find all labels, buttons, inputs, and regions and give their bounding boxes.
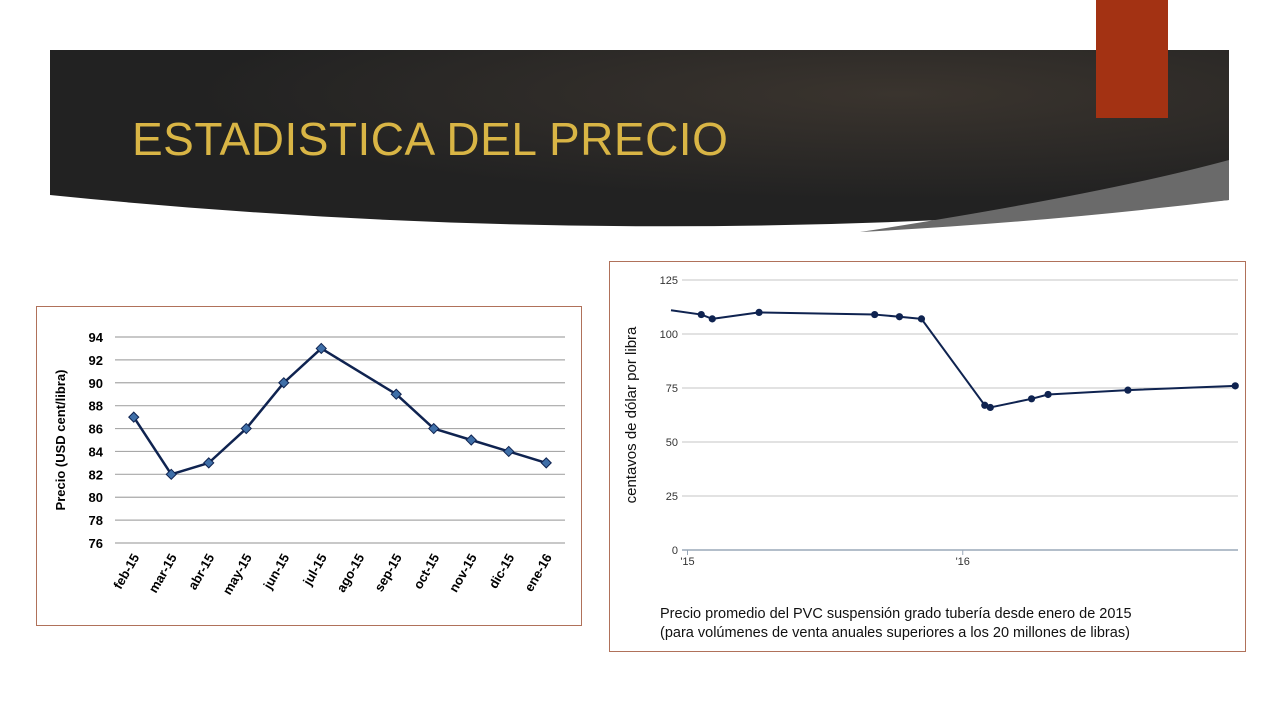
y-tick-label: 78: [89, 513, 103, 528]
x-tick-label: abr-15: [185, 551, 218, 592]
y-tick-label: 84: [89, 444, 104, 459]
y-tick-label: 76: [89, 536, 103, 551]
data-point: [986, 403, 994, 412]
data-point: [240, 422, 252, 435]
y-tick-label: 90: [89, 376, 103, 391]
y-tick-label: 25: [666, 491, 678, 503]
data-point: [503, 445, 515, 458]
chart-caption: Precio promedio del PVC suspensión grado…: [660, 606, 1132, 622]
y-tick-label: 88: [89, 399, 103, 414]
y-axis-label: centavos de dólar por libra: [623, 326, 640, 503]
data-point: [203, 457, 215, 469]
data-point: [871, 310, 879, 319]
series-line: [670, 309, 1236, 409]
y-tick-label: 82: [89, 467, 103, 482]
x-tick-label: may-15: [219, 551, 254, 597]
y-tick-label: 100: [660, 329, 678, 341]
monthly-price-chart-svg: 76 78 80 82 84 86 88 90 92 94 Precio (USD cent/lib…: [53, 330, 565, 597]
x-tick-label: ago-15: [333, 551, 367, 595]
y-tick-label: 80: [89, 490, 103, 505]
data-point: [540, 457, 552, 469]
data-point: [981, 401, 989, 409]
x-tick-label: dic-15: [486, 551, 518, 591]
accent-tab: [1096, 0, 1168, 118]
y-tick-label: 86: [89, 422, 103, 437]
data-point: [895, 313, 904, 321]
x-tick-label: ene-16: [521, 551, 555, 594]
data-point: [465, 434, 477, 446]
x-tick-label: nov-15: [446, 551, 480, 595]
y-tick-label: 75: [666, 383, 678, 395]
page-title: ESTADISTICA DEL PRECIO: [132, 113, 729, 165]
chart-caption: (para volúmenes de venta anuales superio…: [660, 625, 1130, 641]
data-point: [697, 310, 705, 319]
pvc-price-chart: 0 25 50 75 100 125 '15 '16 centavos de dólar por…: [609, 261, 1246, 652]
data-point: [128, 411, 140, 423]
y-tick-label: 92: [89, 353, 103, 368]
y-tick-label: 50: [666, 437, 678, 449]
data-point: [1044, 390, 1052, 399]
monthly-price-chart: 76 78 80 82 84 86 88 90 92 94 Precio (USD cent/lib…: [36, 306, 582, 626]
data-point: [278, 377, 290, 389]
y-tick-label: 94: [89, 330, 104, 345]
data-point: [1231, 382, 1239, 390]
x-tick-label: '16: [956, 556, 970, 568]
x-tick-label: feb-15: [110, 551, 142, 592]
data-point: [390, 388, 402, 400]
data-point: [1027, 395, 1036, 403]
y-axis-label: Precio (USD cent/libra): [53, 370, 68, 511]
pvc-price-chart-svg: 0 25 50 75 100 125 '15 '16 centavos de dólar por…: [623, 275, 1239, 641]
x-tick-label: jul-15: [299, 551, 329, 589]
x-tick-label: jun-15: [260, 551, 293, 593]
data-point: [708, 315, 716, 323]
x-tick-label: '15: [680, 556, 694, 568]
y-tick-label: 0: [672, 545, 678, 557]
data-point: [315, 342, 327, 355]
x-tick-label: sep-15: [371, 551, 405, 594]
x-tick-label: mar-15: [146, 551, 180, 595]
data-point: [1124, 386, 1132, 394]
y-tick-label: 125: [660, 275, 678, 287]
banner-swoosh: [860, 160, 1229, 232]
series-line: [132, 347, 547, 476]
banner-shape: [50, 50, 1229, 227]
x-tick-label: oct-15: [410, 551, 442, 592]
title-banner: [50, 0, 1229, 232]
data-point: [755, 308, 763, 316]
data-point: [428, 422, 440, 435]
data-point: [917, 315, 926, 323]
data-point: [165, 468, 177, 481]
